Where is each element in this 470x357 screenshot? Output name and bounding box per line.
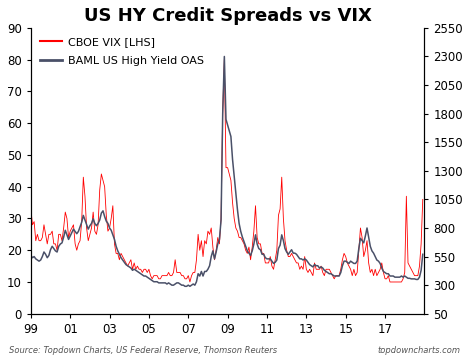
Title: US HY Credit Spreads vs VIX: US HY Credit Spreads vs VIX: [84, 7, 372, 25]
Text: topdowncharts.com: topdowncharts.com: [377, 346, 461, 355]
Text: Source: Topdown Charts, US Federal Reserve, Thomson Reuters: Source: Topdown Charts, US Federal Reser…: [9, 346, 277, 355]
Legend: CBOE VIX [LHS], BAML US High Yield OAS: CBOE VIX [LHS], BAML US High Yield OAS: [36, 34, 207, 69]
